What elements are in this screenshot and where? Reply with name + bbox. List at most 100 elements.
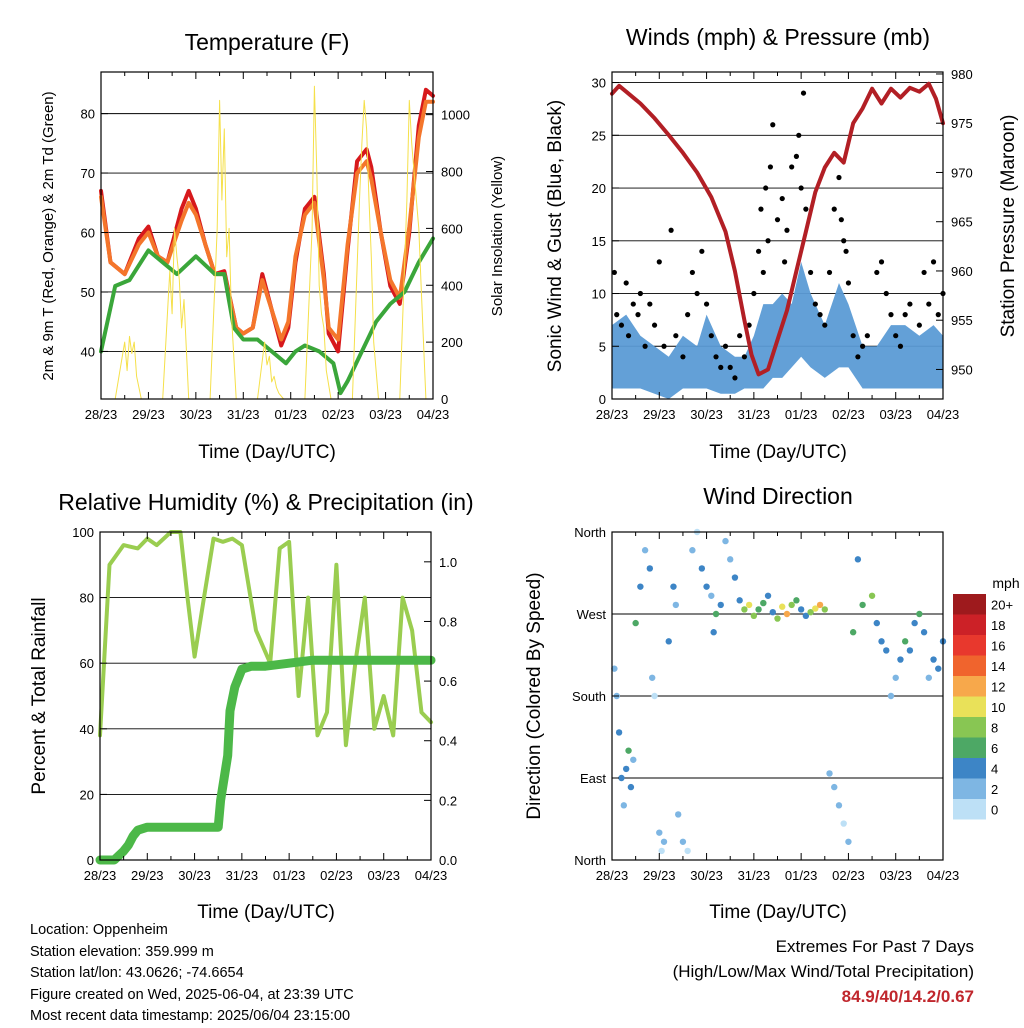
winds-gust-point [718, 364, 724, 370]
winds-gust-point [779, 195, 785, 202]
legend-swatch [953, 676, 986, 697]
direction-point [741, 606, 748, 613]
direction-point [630, 756, 637, 763]
direction-point [831, 783, 838, 791]
direction-point [797, 606, 805, 613]
winds-gust-point [656, 259, 662, 265]
direction-point [736, 597, 743, 604]
humidity-xtick-label: 01/23 [273, 868, 306, 883]
winds-gust-point [647, 301, 653, 307]
winds-gust-point [751, 290, 757, 297]
temperature-xtick-label: 04/23 [417, 407, 450, 422]
direction-point [670, 583, 677, 590]
direction-point [641, 547, 649, 554]
humidity-y2tick-label: 1.0 [439, 555, 457, 570]
temperature-xtick-label: 03/23 [369, 407, 402, 422]
direction-point [760, 599, 767, 607]
winds-xtick-label: 31/23 [738, 407, 771, 422]
temperature-insolation-line [114, 85, 427, 400]
legend-label: 6 [991, 741, 998, 756]
direction-xtick-label: 02/23 [832, 868, 865, 883]
winds-gust-point [755, 248, 762, 254]
winds-gust-point [874, 269, 880, 276]
winds-gust-point [680, 354, 686, 360]
winds-ytick-label: 25 [592, 128, 606, 143]
winds-gust-point [746, 322, 752, 328]
legend-label: 2 [991, 782, 998, 797]
humidity-ytick-label: 20 [80, 787, 94, 802]
direction-point [708, 592, 715, 599]
legend-label: 10 [991, 700, 1005, 715]
humidity-title: Relative Humidity (%) & Precipitation (i… [58, 489, 473, 515]
direction-point [722, 537, 729, 545]
winds-gust-point [822, 322, 828, 328]
winds-y2tick-label: 975 [951, 116, 973, 131]
direction-point [684, 847, 691, 855]
direction-point [769, 608, 776, 616]
temperature-y2tick-label: 1000 [441, 108, 470, 123]
direction-point [920, 629, 928, 636]
station-info: Location: Oppenheim Station elevation: 3… [30, 920, 354, 1028]
direction-point [774, 615, 781, 622]
legend-swatch [953, 717, 986, 738]
temperature-ytick-label: 60 [81, 226, 95, 241]
direction-point [675, 811, 682, 818]
direction-point [750, 612, 758, 620]
winds-gust-point [689, 269, 695, 276]
winds-gust-point [713, 354, 719, 360]
winds-gust-point [732, 375, 738, 381]
location-text: Location: Oppenheim [30, 922, 168, 938]
temperature-y2tick-label: 200 [441, 335, 463, 350]
direction-xlabel: Time (Day/UTC) [709, 902, 847, 923]
direction-point [840, 820, 847, 827]
winds-gust-point [930, 259, 937, 265]
direction-point [698, 565, 706, 572]
direction-point [672, 601, 680, 609]
temperature-xtick-label: 30/23 [180, 407, 213, 422]
direction-xtick-label: 28/23 [596, 868, 629, 883]
winds-gust-point [727, 364, 733, 370]
direction-point [656, 829, 663, 836]
direction-xtick-label: 30/23 [690, 868, 723, 883]
direction-point [712, 610, 720, 618]
winds-gust-point [694, 290, 700, 297]
direction-point [916, 610, 923, 618]
temperature-ytick-label: 80 [81, 107, 95, 122]
direction-ytick-label: North [574, 525, 606, 540]
direction-point [812, 605, 819, 612]
humidity-ylabel: Percent & Total Rainfall [29, 597, 50, 794]
winds-gust-point [765, 238, 771, 244]
winds-gust-point [902, 312, 908, 318]
humidity-xtick-label: 28/23 [84, 868, 117, 883]
direction-point [816, 601, 824, 609]
direction-point [930, 656, 937, 663]
humidity-xtick-label: 02/23 [320, 868, 353, 883]
winds-gust-point [611, 269, 617, 276]
winds-ytick-label: 30 [592, 76, 606, 91]
temperature-ytick-label: 40 [81, 344, 95, 359]
temperature-title: Temperature (F) [185, 29, 350, 55]
temperature-y2tick-label: 800 [441, 165, 463, 180]
winds-xtick-label: 04/23 [927, 407, 960, 422]
winds-ytick-label: 0 [599, 392, 606, 407]
direction-point [648, 674, 656, 681]
winds-gust-point [637, 290, 643, 297]
direction-point [627, 783, 635, 791]
direction-point [710, 629, 717, 636]
legend-label: 0 [991, 802, 998, 817]
direction-xtick-label: 03/23 [879, 868, 912, 883]
winds-gust-point [737, 333, 743, 339]
winds-y2tick-label: 960 [951, 264, 973, 279]
winds-xtick-label: 29/23 [643, 407, 676, 422]
humidity-chart: Relative Humidity (%) & Precipitation (i… [29, 489, 474, 923]
winds-y2label: Station Pressure (Maroon) [998, 115, 1019, 338]
winds-gust-point [907, 301, 913, 307]
direction-point [878, 638, 885, 645]
direction-point [807, 608, 814, 616]
winds-gust-point [850, 333, 856, 339]
direction-point [620, 802, 628, 809]
direction-chart: Wind Direction Time (Day/UTC) Direction … [524, 483, 1020, 923]
direction-point [625, 747, 632, 754]
legend-swatch [953, 758, 986, 779]
